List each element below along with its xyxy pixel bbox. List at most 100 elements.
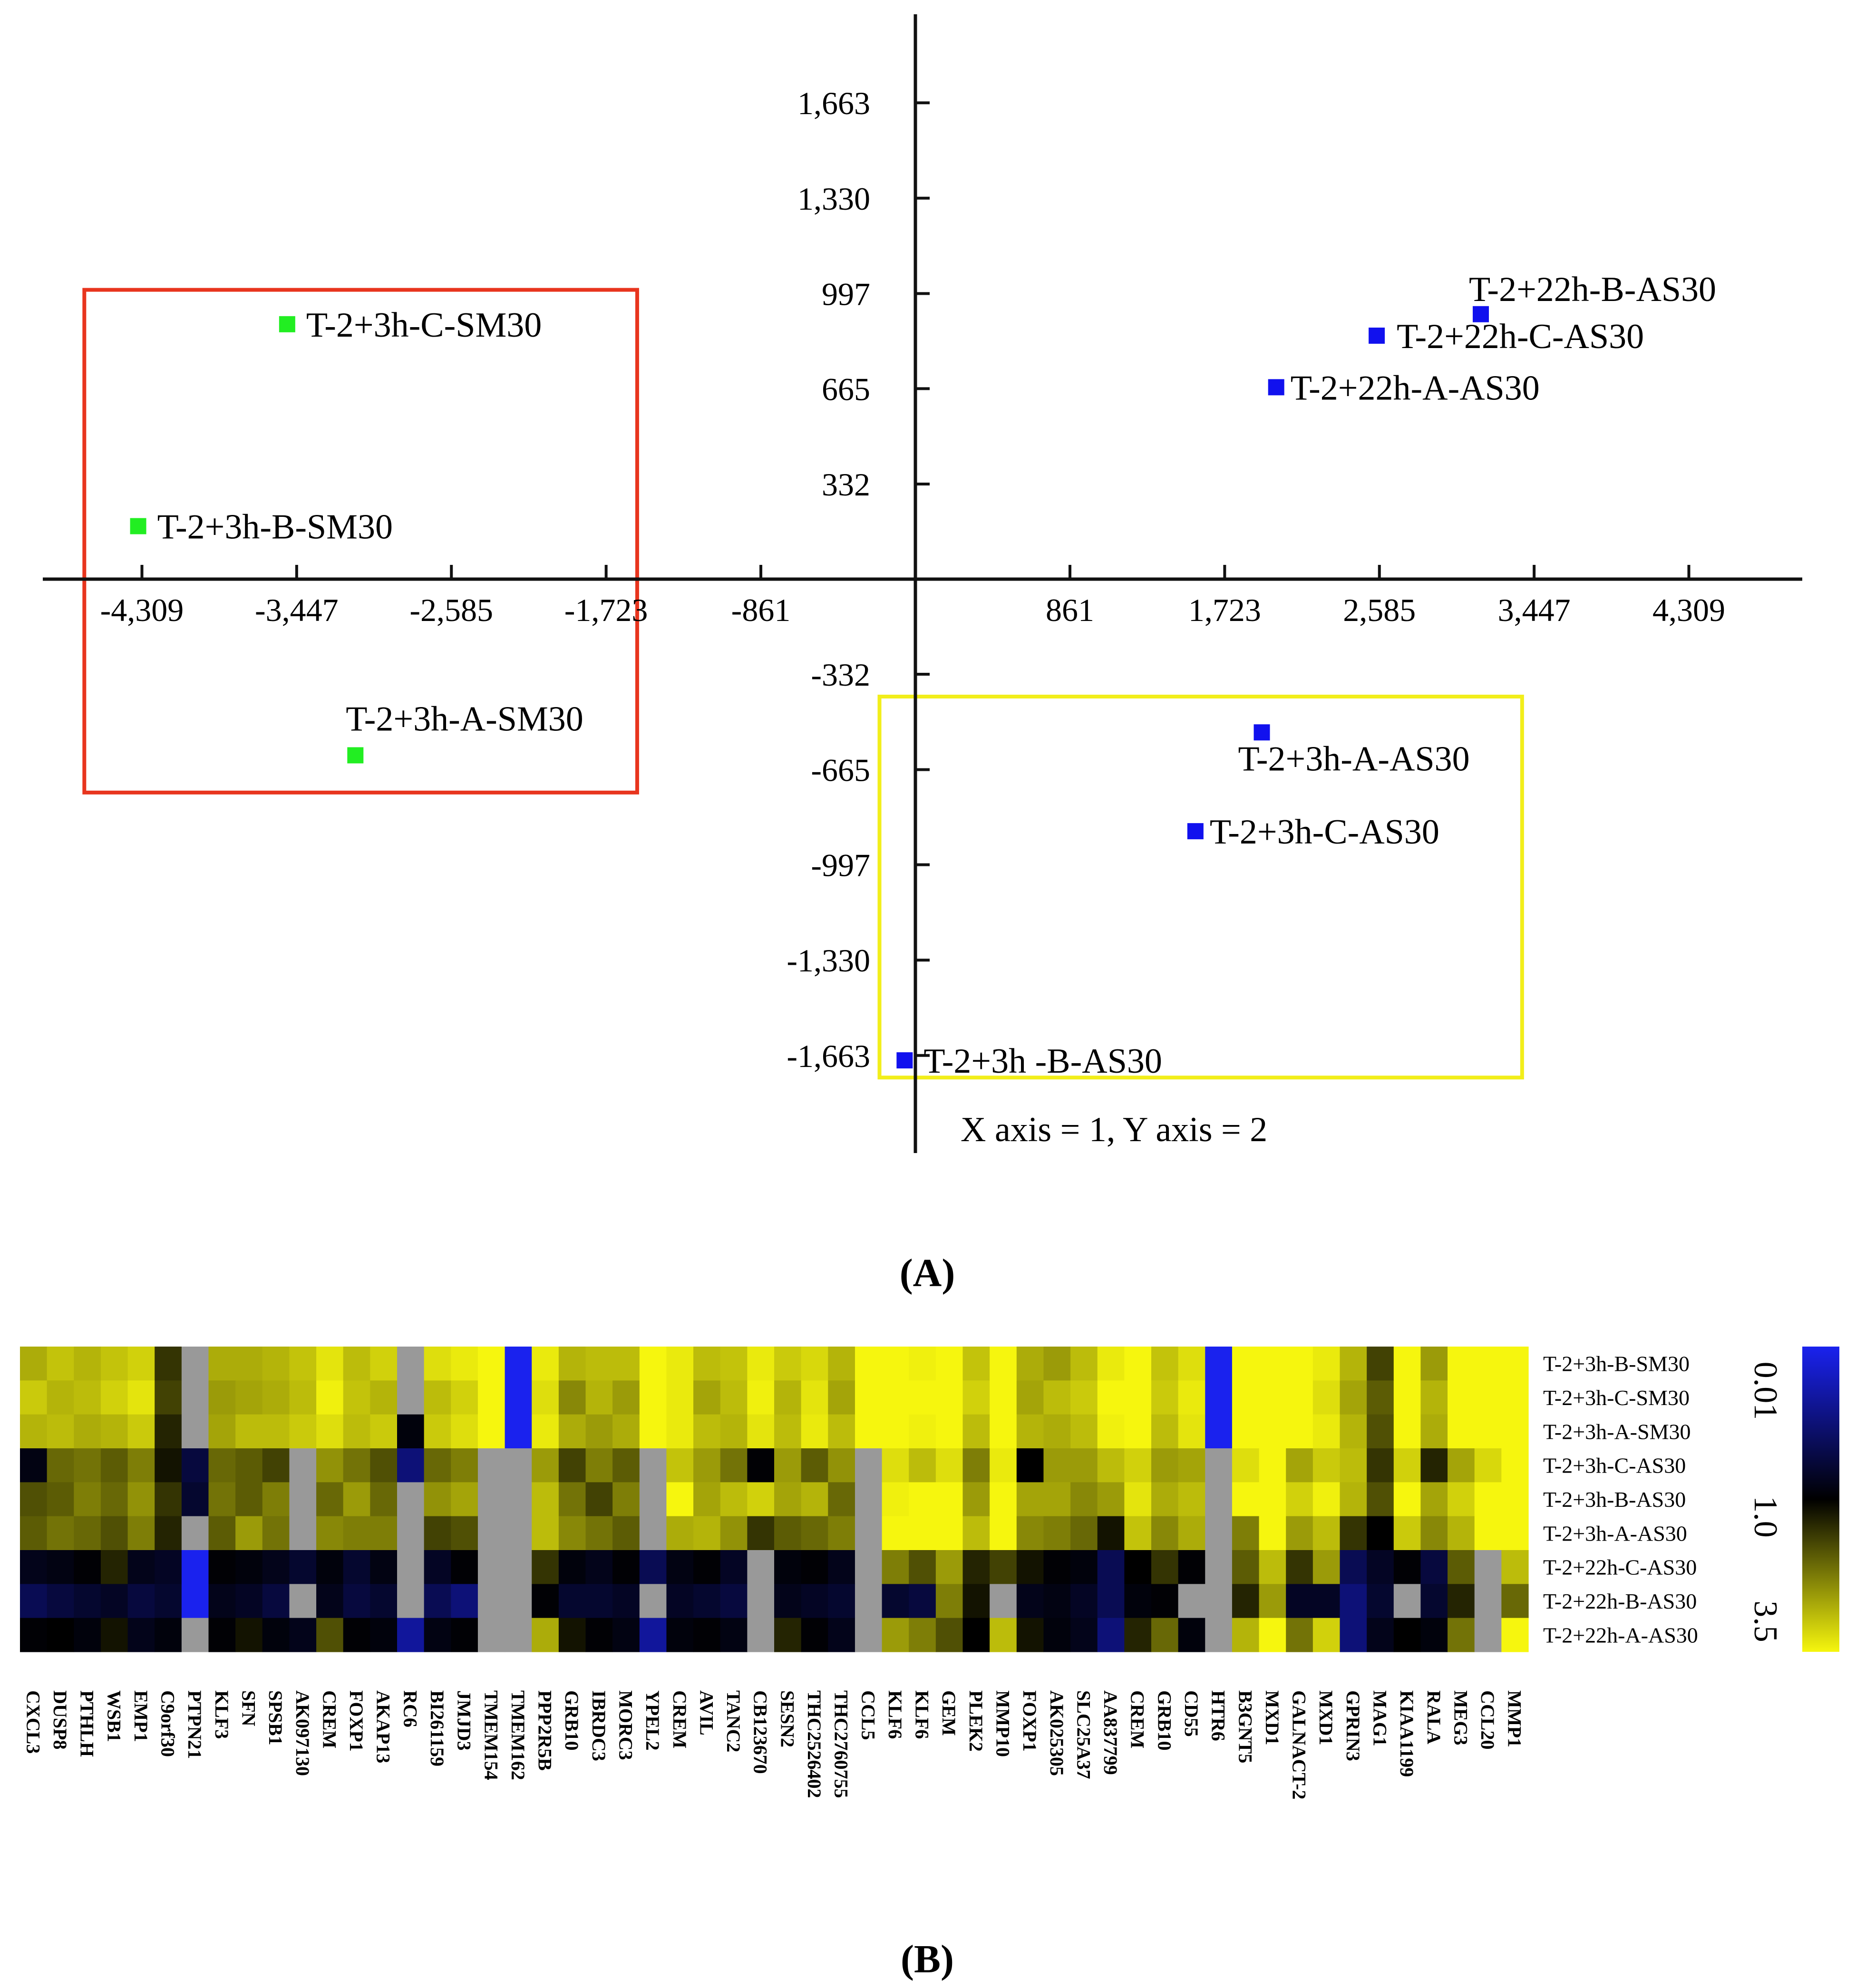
heatmap-cell: [47, 1448, 74, 1483]
heatmap-column-label: C9orf30: [157, 1690, 179, 1757]
heatmap-column-label: SESN2: [777, 1690, 798, 1747]
heatmap-cell: [1232, 1550, 1260, 1584]
heatmap-cell: [397, 1380, 425, 1415]
heatmap-cell: [100, 1618, 128, 1652]
heatmap-row-label: T-2+3h-A-AS30: [1543, 1521, 1687, 1545]
heatmap-cell: [477, 1380, 505, 1415]
heatmap-column-label: GRB10: [1154, 1690, 1175, 1751]
heatmap-cell: [909, 1380, 936, 1415]
heatmap-cell: [882, 1414, 909, 1449]
heatmap-cell: [47, 1347, 74, 1381]
heatmap-cell: [828, 1448, 855, 1483]
heatmap-cell: [424, 1380, 451, 1415]
heatmap-cell: [612, 1448, 640, 1483]
heatmap-cell: [1070, 1550, 1098, 1584]
heatmap-column-label: MORC3: [615, 1690, 636, 1760]
heatmap-cell: [1420, 1380, 1448, 1415]
heatmap-cell: [1501, 1550, 1529, 1584]
heatmap-cell: [155, 1380, 182, 1415]
heatmap-cell: [1286, 1584, 1313, 1619]
heatmap-cell: [1205, 1516, 1233, 1551]
heatmap-column-label: FOXP1: [1019, 1690, 1040, 1752]
color-scale-label: 1.0: [1747, 1496, 1784, 1538]
heatmap-cell: [720, 1347, 748, 1381]
heatmap-cell: [855, 1414, 883, 1449]
heatmap-column-label: EMP1: [130, 1690, 152, 1742]
heatmap-column-label: KLF6: [884, 1690, 906, 1739]
heatmap-cell: [1178, 1380, 1205, 1415]
heatmap-cell: [747, 1414, 775, 1449]
heatmap-cell: [20, 1618, 48, 1652]
heatmap-cell: [612, 1550, 640, 1584]
heatmap-cell: [1448, 1618, 1475, 1652]
heatmap-cell: [855, 1618, 883, 1652]
scatter-point: [1369, 327, 1385, 344]
scatter-point: [130, 518, 146, 534]
heatmap-cell: [451, 1347, 478, 1381]
heatmap-cell: [1178, 1347, 1205, 1381]
heatmap-cell: [1205, 1618, 1233, 1652]
heatmap-cell: [1312, 1347, 1341, 1381]
heatmap-cell: [505, 1380, 532, 1415]
heatmap-cell: [1151, 1448, 1179, 1483]
heatmap-cell: [1448, 1516, 1475, 1551]
heatmap-cell: [1393, 1550, 1421, 1584]
heatmap-cell: [693, 1414, 721, 1449]
heatmap-cell: [747, 1550, 775, 1584]
heatmap-cell: [693, 1550, 721, 1584]
heatmap-cell: [1286, 1414, 1313, 1449]
heatmap-cell: [1501, 1584, 1529, 1619]
point-label: T-2+3h-A-SM30: [346, 699, 583, 738]
heatmap-cell: [1016, 1618, 1044, 1652]
heatmap-cell: [1151, 1380, 1179, 1415]
heatmap-cell: [720, 1448, 748, 1483]
heatmap-cell: [1097, 1584, 1125, 1619]
heatmap-row-label: T-2+3h-B-AS30: [1543, 1487, 1686, 1512]
heatmap-column-label: IBRDC3: [588, 1690, 610, 1761]
y-tick-label: 665: [822, 371, 870, 407]
heatmap-cell: [1178, 1550, 1205, 1584]
scatter-points: T-2+3h-C-SM30 T-2+3h-B-SM30 T-2+3h-A-SM30 T…: [130, 270, 1716, 1081]
heatmap-cell: [612, 1380, 640, 1415]
heatmap-cell: [612, 1516, 640, 1551]
group-box: [877, 694, 1524, 1080]
heatmap-cell: [74, 1550, 101, 1584]
heatmap-cell: [962, 1584, 990, 1619]
heatmap-cell: [935, 1516, 963, 1551]
heatmap-cell: [639, 1584, 667, 1619]
heatmap-cell: [1420, 1414, 1448, 1449]
heatmap-cell: [1232, 1347, 1260, 1381]
heatmap-cell: [1043, 1448, 1071, 1483]
heatmap-cell: [1232, 1448, 1260, 1483]
heatmap-cell: [1393, 1482, 1421, 1517]
heatmap-cell: [181, 1618, 209, 1652]
heatmap-column-label: HTR6: [1208, 1690, 1229, 1741]
heatmap-cell: [1367, 1550, 1394, 1584]
heatmap-cell: [1205, 1414, 1233, 1449]
heatmap-cell: [1259, 1347, 1286, 1381]
heatmap-cell: [1367, 1448, 1394, 1483]
heatmap-cell: [1259, 1448, 1286, 1483]
heatmap-cell: [397, 1550, 425, 1584]
heatmap-column-label: RALA: [1423, 1690, 1445, 1744]
scatter-point: [1268, 379, 1284, 396]
heatmap-column-label: CB123670: [750, 1690, 771, 1774]
heatmap-cell: [1205, 1448, 1233, 1483]
heatmap-column-label: CREM: [669, 1690, 690, 1748]
heatmap-column-label: JMJD3: [454, 1690, 475, 1751]
heatmap-cell: [558, 1347, 586, 1381]
heatmap-cell: [397, 1414, 425, 1449]
heatmap-cell: [909, 1516, 936, 1551]
heatmap-column-label: MAG1: [1369, 1690, 1390, 1746]
heatmap-panel: T-2+3h-B-SM30 T-2+3h-C-SM30 T-2+3h-A-SM30 T…: [20, 1347, 1839, 1800]
heatmap-cell: [1393, 1380, 1421, 1415]
heatmap-cell: [397, 1482, 425, 1517]
heatmap-cell: [1448, 1414, 1475, 1449]
heatmap-cell: [74, 1414, 101, 1449]
heatmap-cell: [1232, 1482, 1260, 1517]
heatmap-cell: [1474, 1584, 1502, 1619]
heatmap-cell: [289, 1516, 317, 1551]
heatmap-cell: [343, 1380, 370, 1415]
heatmap-cell: [127, 1550, 155, 1584]
